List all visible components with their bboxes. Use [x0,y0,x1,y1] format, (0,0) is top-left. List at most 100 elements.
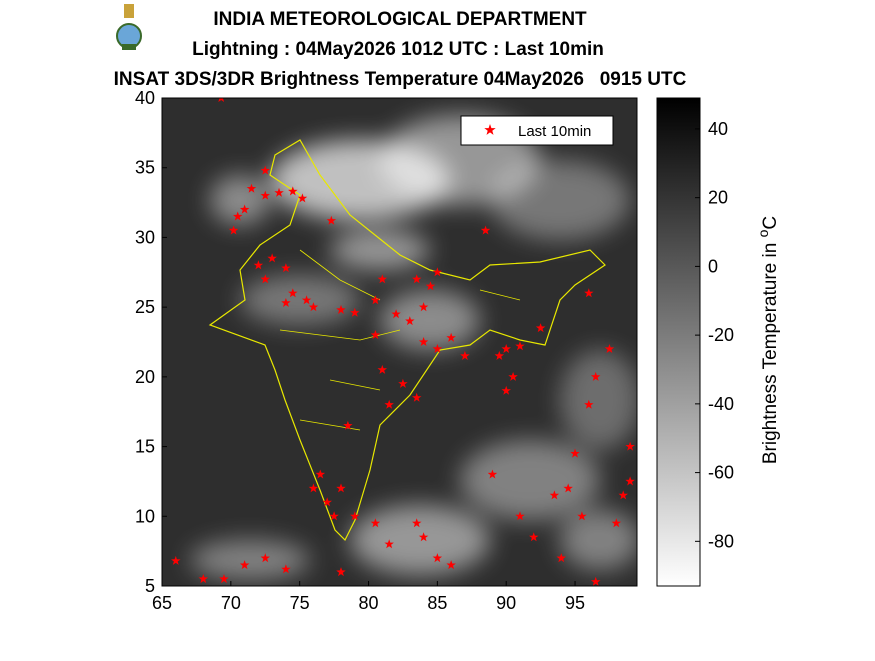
lightning-strike [274,187,284,197]
lightning-strike [218,98,225,102]
lightning-strike [418,337,429,346]
y-tick-label: 10 [135,506,155,526]
lightning-strike [549,490,560,500]
lightning-strike [501,344,511,353]
y-tick-label: 30 [135,227,155,247]
lightning-strike [391,309,401,319]
lightning-strike [577,511,587,521]
lightning-strike [329,511,339,521]
lightning-strike [343,420,353,430]
lightning-strike [308,302,319,312]
x-tick-label: 95 [565,593,585,613]
lightning-strike [297,193,308,203]
lightning-strike [432,344,443,353]
x-tick-label: 80 [359,593,379,613]
lightning-strike [336,304,346,314]
legend-label: Last 10min [518,123,591,140]
lightning-strike [556,553,566,563]
lightning-strike [584,288,594,298]
lightning-strike [350,511,360,521]
lightning-strike [625,441,635,451]
lightning-strike [535,323,546,333]
colorbar-unit: C [760,216,781,230]
lightning-strike [412,392,422,402]
lightning-strike [584,399,594,409]
x-tick-label: 75 [290,593,310,613]
y-tick-label: 40 [135,88,155,108]
plot-frame [161,97,638,587]
lightning-strike [618,490,628,500]
lightning-strike [288,288,298,298]
colorbar-tick-label: -80 [708,531,734,551]
lightning-strike [326,215,337,225]
y-tick-label: 20 [135,367,155,387]
lightning-strike [171,555,181,565]
emblem [116,4,142,50]
colorbar [656,97,701,587]
lightning-strike [198,574,209,584]
lightning-strike [384,539,394,549]
lightning-title: Lightning : 04May2026 1012 UTC : Last 10… [192,39,604,60]
lightning-strike [301,295,312,305]
lightning-strike [281,263,291,273]
lightning-strike [412,274,422,284]
lightning-strike [228,225,239,235]
lightning-strike [370,295,381,305]
y-tick-label: 25 [135,297,155,317]
lightning-strike [350,307,360,317]
colorbar-tick-label: -40 [708,394,734,414]
lightning-strike [239,560,250,570]
y-tick-label: 5 [145,576,155,596]
satellite-title: INSAT 3DS/3DR Brightness Temperature 04M… [114,69,687,90]
lightning-strike [260,165,270,175]
lightning-strike [377,364,387,374]
lightning-strike [611,518,622,528]
lightning-strike [308,483,319,493]
lightning-strike [563,483,573,493]
lightning-strike [315,469,326,479]
lightning-strike [460,350,470,360]
lightning-strike [515,341,525,351]
legend-marker [484,124,496,135]
lightning-strike [336,483,346,493]
colorbar-tick-label: -60 [708,463,734,483]
y-tick-label: 15 [135,437,155,457]
org-title: INDIA METEOROLOGICAL DEPARTMENT [213,9,587,30]
lightning-strike [412,518,422,528]
lightning-strike [246,183,257,193]
lightning-strike [508,371,518,381]
satellite-image [162,98,637,586]
axes: 65 70 75 80 85 90 95 5 10 15 20 25 30 35 40 [135,88,585,613]
lightning-strike [370,518,381,528]
lightning-strike [590,576,601,586]
lightning-strike [281,298,291,307]
x-tick-label: 85 [427,593,447,613]
colorbar-tick-label: -20 [708,325,734,345]
colorbar-title: Brightness Temperature in oC [755,216,781,464]
lightning-strike [425,281,436,291]
lightning-strike [260,274,270,284]
colorbar-tick-label: 0 [708,256,718,276]
lightning-strike [398,378,408,388]
lightning-strike [370,330,381,340]
colorbar-label: Brightness Temperature in [760,243,781,464]
lightning-strike [281,564,291,574]
lightning-strike [260,190,270,200]
colorbar-tick-label: 20 [708,188,728,208]
lightning-strike [446,560,456,570]
legend: Last 10min [460,115,614,146]
x-tick-label: 70 [221,593,241,613]
lightning-strike [233,211,243,221]
y-tick-label: 35 [135,158,155,178]
legend-box [460,115,614,146]
lightning-strike [288,186,298,196]
colorbar-unit-sup: o [755,229,771,237]
lightning-strike [570,448,580,458]
lightning-strike [432,267,443,277]
colorbar-axis: 40 20 0 -20 -40 -60 -80 [695,119,734,551]
lightning-strike [405,316,415,326]
lightning-strike [494,350,505,360]
lightning-strike [418,532,429,542]
x-tick-label: 65 [152,593,172,613]
